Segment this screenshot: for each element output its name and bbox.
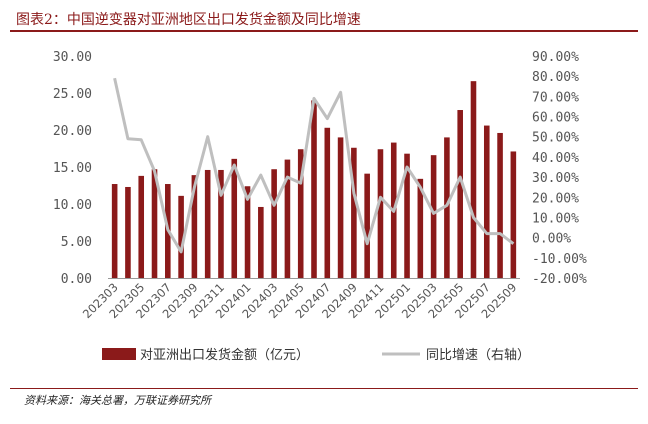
- chart-svg: 30.00 25.00 20.00 15.00 10.00 5.00 0.00 90.00%…: [53, 50, 587, 363]
- growth-line: [113, 77, 515, 254]
- left-axis: 30.00 25.00 20.00 15.00 10.00 5.00 0.00: [53, 50, 92, 287]
- left-tick-label: 30.00: [53, 50, 92, 65]
- line-series: [113, 77, 515, 254]
- bar-202504: [444, 137, 450, 278]
- right-tick-label: 10.00%: [532, 211, 579, 226]
- bar-202406: [311, 100, 317, 279]
- right-tick-label: 50.00%: [532, 131, 579, 146]
- x-axis: 2023032023052023072023092023112024012024…: [80, 278, 520, 321]
- bar-202312: [231, 158, 238, 278]
- right-tick-label: 40.00%: [532, 151, 579, 166]
- bar-202407: [324, 127, 331, 278]
- bar-202411: [377, 149, 384, 278]
- bar-202507: [483, 125, 490, 278]
- bar-202304: [125, 186, 131, 278]
- chart-title: 图表2：中国逆变器对亚洲地区出口发货金额及同比增速: [16, 12, 361, 28]
- right-tick-label: 0.00%: [532, 232, 571, 247]
- right-tick-label: 90.00%: [532, 50, 579, 65]
- left-tick-label: 5.00: [61, 235, 92, 250]
- bar-202308: [178, 195, 184, 278]
- bar-202509: [510, 151, 517, 278]
- legend: 对亚洲出口发货金额（亿元） 同比增速（右轴）: [102, 347, 530, 363]
- right-axis: 90.00% 80.00% 70.00% 60.00% 50.00% 40.00% 30.0…: [532, 50, 587, 287]
- source-divider: [10, 388, 638, 389]
- bar-202409: [351, 147, 357, 278]
- bar-series: [111, 81, 517, 279]
- bar-202508: [497, 132, 503, 278]
- bar-202505: [457, 110, 463, 279]
- right-tick-label: 30.00%: [532, 171, 579, 186]
- bar-202402: [258, 206, 264, 278]
- left-tick-label: 25.00: [53, 87, 92, 102]
- bar-202502: [417, 178, 424, 278]
- right-tick-label: 80.00%: [532, 70, 579, 85]
- bar-202310: [204, 169, 211, 278]
- bar-202410: [364, 173, 370, 278]
- right-tick-label: 20.00%: [532, 191, 579, 206]
- legend-line-label: 同比增速（右轴）: [426, 348, 530, 363]
- left-tick-label: 10.00: [53, 198, 92, 213]
- bar-202506: [470, 81, 477, 278]
- legend-bar-swatch: [102, 348, 136, 360]
- bar-202503: [430, 155, 437, 278]
- bar-202403: [271, 169, 277, 278]
- bar-202401: [244, 186, 251, 278]
- title-bar: 图表2：中国逆变器对亚洲地区出口发货金额及同比增速: [10, 6, 638, 32]
- right-tick-label: -10.00%: [532, 252, 587, 267]
- bar-202405: [297, 149, 304, 278]
- left-tick-label: 20.00: [53, 124, 92, 139]
- left-tick-label: 15.00: [53, 161, 92, 176]
- bar-202309: [191, 175, 198, 278]
- right-tick-label: 60.00%: [532, 111, 579, 126]
- source-note: 资料来源：海关总署，万联证券研究所: [24, 394, 211, 407]
- left-tick-label: 0.00: [61, 272, 92, 287]
- bar-202303: [111, 184, 118, 278]
- bar-202306: [151, 169, 158, 278]
- bar-202408: [337, 137, 344, 278]
- bar-202311: [218, 169, 224, 278]
- legend-bar-label: 对亚洲出口发货金额（亿元）: [140, 347, 309, 363]
- bar-202404: [284, 159, 291, 278]
- right-tick-label: -20.00%: [532, 272, 587, 287]
- right-tick-label: 70.00%: [532, 90, 579, 105]
- bar-202305: [138, 175, 145, 278]
- bar-202501: [404, 153, 410, 278]
